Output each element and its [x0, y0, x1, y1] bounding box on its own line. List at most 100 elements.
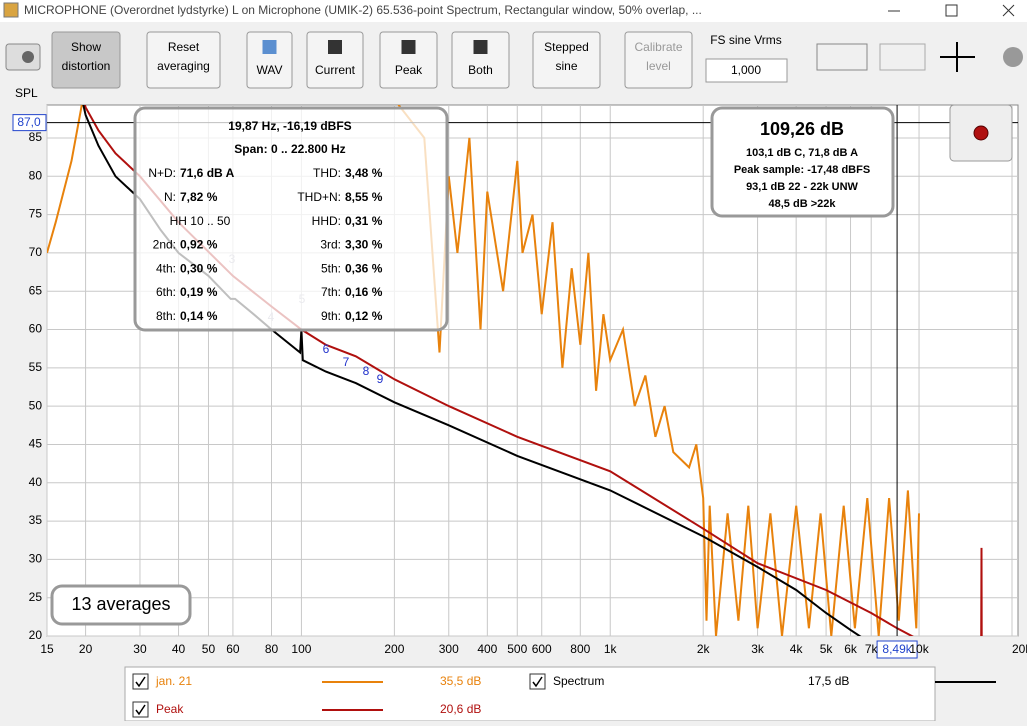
toolbar-button[interactable] — [451, 31, 510, 89]
x-tick-label: 4k — [790, 642, 804, 656]
button-label: WAV — [257, 63, 283, 77]
cursor-y-box — [12, 114, 47, 132]
level-main: 109,26 dB — [760, 119, 844, 139]
legend-name: jan. 21 — [155, 674, 192, 688]
info-label: 2nd: — [153, 238, 176, 252]
x-tick-label: 100 — [291, 642, 311, 656]
y-tick-label: 65 — [29, 283, 43, 297]
columns-icon[interactable] — [879, 43, 926, 71]
layout-icon[interactable] — [816, 43, 868, 71]
legend-checkbox[interactable] — [132, 673, 149, 690]
info-label: HH 10 .. 50 — [170, 214, 231, 228]
button-label: averaging — [157, 59, 210, 73]
info-value: 0,14 % — [180, 309, 218, 323]
x-tick-label: 3k — [751, 642, 765, 656]
info-label: HHD: — [312, 214, 341, 228]
legend-reading: 35,5 dB — [440, 674, 481, 688]
fs-label: FS sine Vrms — [710, 33, 782, 47]
title-bar — [0, 0, 1027, 22]
button-label: Peak — [395, 63, 423, 77]
button-label: Reset — [168, 40, 200, 54]
x-tick-label: 400 — [477, 642, 497, 656]
level-line: Peak sample: -17,48 dBFS — [734, 164, 870, 176]
info-value: 8,55 % — [345, 190, 383, 204]
info-value: 0,31 % — [345, 214, 383, 228]
toolbar-button[interactable] — [532, 31, 601, 89]
legend-reading: 20,6 dB — [440, 702, 481, 716]
window-title: MICROPHONE (Overordnet lydstyrke) L on M… — [24, 3, 702, 17]
info-label: 8th: — [156, 309, 176, 323]
button-label: sine — [555, 59, 577, 73]
x-tick-label: 1k — [604, 642, 618, 656]
x-tick-label: 40 — [172, 642, 186, 656]
harmonic-label: 7 — [343, 355, 350, 369]
cursor-x-box — [876, 640, 918, 659]
y-tick-label: 55 — [29, 360, 43, 374]
info-label: 7th: — [321, 285, 341, 299]
toolbar-button[interactable] — [379, 31, 438, 89]
legend-checkbox[interactable] — [132, 701, 149, 718]
averages-box — [50, 584, 192, 626]
info-label: N+D: — [148, 166, 176, 180]
button-label: level — [646, 59, 671, 73]
harmonic-label: 8 — [363, 364, 370, 378]
fs-value: 1,000 — [731, 63, 761, 77]
level-line: 48,5 dB >22k — [769, 198, 837, 210]
button-icon — [328, 40, 342, 54]
close[interactable] — [1002, 4, 1015, 17]
app-icon — [3, 2, 19, 18]
info-value: 0,19 % — [180, 285, 218, 299]
toolbar-button[interactable] — [624, 31, 693, 89]
info-label: 5th: — [321, 261, 341, 275]
info-header: 19,87 Hz, -16,19 dBFS — [228, 119, 351, 133]
harmonic-label: 9 — [377, 372, 384, 386]
maximize[interactable] — [945, 4, 958, 17]
y-tick-label: 70 — [29, 245, 43, 259]
info-label: 4th: — [156, 261, 176, 275]
x-tick-label: 6k — [844, 642, 858, 656]
info-label: 9th: — [321, 309, 341, 323]
averages-label: 13 averages — [71, 594, 170, 614]
fs-input[interactable] — [705, 58, 788, 83]
level-line: 103,1 dB C, 71,8 dB A — [746, 147, 858, 159]
info-label: 6th: — [156, 285, 176, 299]
x-tick-label: 50 — [202, 642, 216, 656]
toolbar-button[interactable] — [51, 31, 121, 89]
legend-checkbox[interactable] — [529, 673, 546, 690]
x-tick-label: 800 — [570, 642, 590, 656]
settings-icon[interactable] — [1003, 47, 1023, 67]
x-tick-label: 20kHz — [1012, 642, 1027, 656]
legend-name: Peak — [156, 702, 184, 716]
y-tick-label: 85 — [29, 130, 43, 144]
x-tick-label: 10k — [909, 642, 929, 656]
legend-name: Spectrum — [553, 674, 604, 688]
info-value: 0,30 % — [180, 261, 218, 275]
y-tick-label: 40 — [29, 475, 43, 489]
toolbar-button[interactable] — [146, 31, 221, 89]
x-tick-label: 30 — [133, 642, 147, 656]
y-tick-label: 25 — [29, 590, 43, 604]
toolbar-button[interactable] — [306, 31, 364, 89]
x-tick-label: 7k — [865, 642, 879, 656]
toolbar-button[interactable] — [246, 31, 293, 89]
button-label: distortion — [62, 59, 111, 73]
move-icon[interactable] — [940, 42, 975, 72]
level-panel — [710, 106, 895, 218]
x-tick-label: 200 — [384, 642, 404, 656]
button-icon — [262, 40, 277, 54]
info-label: THD+N: — [297, 190, 341, 204]
x-tick-label: 15 — [40, 642, 54, 656]
button-label: Both — [468, 63, 493, 77]
y-tick-label: 80 — [29, 168, 43, 182]
record-dot — [973, 125, 989, 141]
check-mark — [532, 676, 543, 688]
info-value: 0,36 % — [345, 261, 383, 275]
info-value: 0,16 % — [345, 285, 383, 299]
x-tick-label: 500 — [507, 642, 527, 656]
harmonic-label: 6 — [323, 342, 330, 356]
camera-lens — [22, 51, 34, 63]
info-label: THD: — [313, 166, 341, 180]
x-tick-label: 300 — [439, 642, 459, 656]
